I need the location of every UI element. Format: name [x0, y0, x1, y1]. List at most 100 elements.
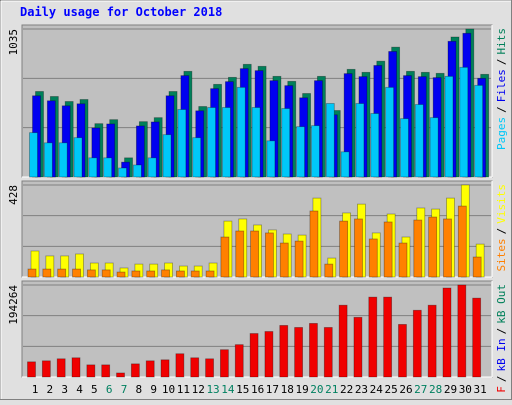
bar — [236, 86, 246, 178]
legend-separator: / — [495, 228, 508, 235]
bar — [265, 232, 274, 278]
bar — [175, 270, 185, 278]
y-tick-label: 1035 — [7, 29, 20, 56]
x-tick-label: 29 — [444, 383, 457, 396]
y-tick-label: 428 — [7, 185, 20, 205]
bar — [177, 109, 187, 178]
bar — [190, 270, 200, 278]
x-tick-label: 12 — [192, 383, 205, 396]
legend-separator: / — [495, 106, 508, 113]
x-tick-label: 22 — [340, 383, 353, 396]
legend-entry: kB Out — [495, 284, 508, 324]
bar — [325, 103, 335, 178]
x-tick-label: 31 — [474, 383, 487, 396]
bar — [309, 323, 318, 378]
bar — [162, 134, 172, 178]
x-tick-label: 14 — [221, 383, 235, 396]
bar — [103, 157, 113, 178]
bar — [101, 269, 111, 278]
bar — [234, 344, 244, 378]
x-tick-label: 10 — [162, 383, 175, 396]
bar — [281, 108, 291, 178]
bar — [222, 107, 231, 178]
bar — [459, 66, 469, 178]
bar — [429, 117, 439, 178]
bar — [264, 331, 274, 378]
bar — [428, 216, 438, 278]
bar — [57, 268, 67, 278]
bar — [340, 151, 350, 178]
x-tick-label: 5 — [91, 383, 98, 396]
x-tick-label: 25 — [385, 383, 398, 396]
bar — [311, 125, 320, 178]
bar — [220, 349, 229, 378]
bar — [29, 132, 38, 178]
bar — [413, 219, 423, 278]
x-tick-label: 30 — [459, 383, 472, 396]
bar — [160, 359, 170, 378]
y-tick-label: 194264 — [7, 285, 20, 325]
legend: Sites / Visits — [495, 184, 508, 272]
bar — [73, 137, 83, 178]
x-tick-label: 3 — [61, 383, 68, 396]
bar — [249, 333, 259, 378]
bar — [354, 218, 363, 278]
x-tick-label: 23 — [355, 383, 368, 396]
bar — [472, 297, 482, 378]
bar — [266, 140, 276, 178]
bar — [251, 107, 261, 178]
bar — [427, 304, 437, 378]
bar — [56, 358, 66, 378]
bar — [279, 242, 289, 278]
legend-entry: kB In — [495, 338, 508, 371]
legend-entry: kB F — [495, 386, 508, 400]
bar — [323, 327, 333, 378]
bar — [457, 284, 467, 378]
x-tick-label: 9 — [150, 383, 157, 396]
bar — [398, 324, 407, 378]
bar — [442, 287, 452, 378]
bar — [205, 358, 214, 378]
bar — [220, 236, 230, 278]
legend-entry: Visits — [495, 184, 508, 224]
bar — [324, 263, 334, 278]
bar — [250, 230, 259, 278]
bar — [161, 269, 170, 278]
legend-entry: Hits — [495, 28, 508, 55]
bar — [443, 218, 452, 278]
bar — [130, 363, 140, 378]
bar — [190, 357, 200, 378]
bar — [146, 270, 156, 278]
bar — [457, 205, 467, 278]
legend-separator: / — [495, 328, 508, 335]
bar — [338, 304, 348, 378]
x-tick-label: 2 — [47, 383, 54, 396]
legend-entry: Pages — [495, 117, 508, 150]
bar — [175, 353, 185, 378]
bar — [192, 137, 202, 178]
bar — [294, 240, 304, 278]
x-tick-label: 11 — [177, 383, 190, 396]
x-tick-label: 20 — [310, 383, 323, 396]
bar — [355, 103, 365, 178]
bar — [414, 104, 424, 178]
legend-entry: Files — [495, 69, 508, 102]
bar — [339, 220, 349, 278]
x-tick-label: 15 — [236, 383, 249, 396]
bar — [86, 269, 96, 278]
bar — [147, 157, 157, 178]
bar — [309, 210, 319, 278]
bar — [101, 364, 111, 378]
bar — [472, 256, 482, 278]
legend: kB F / kB In / kB Out — [495, 284, 508, 400]
x-tick-label: 24 — [370, 383, 384, 396]
bar — [72, 268, 81, 278]
bar — [116, 372, 125, 378]
bar — [71, 357, 81, 378]
x-tick-label: 27 — [414, 383, 427, 396]
chart-title: Daily usage for October 2018 — [20, 5, 222, 19]
x-tick-label: 17 — [266, 383, 279, 396]
bar — [145, 360, 155, 378]
bar — [86, 364, 96, 378]
